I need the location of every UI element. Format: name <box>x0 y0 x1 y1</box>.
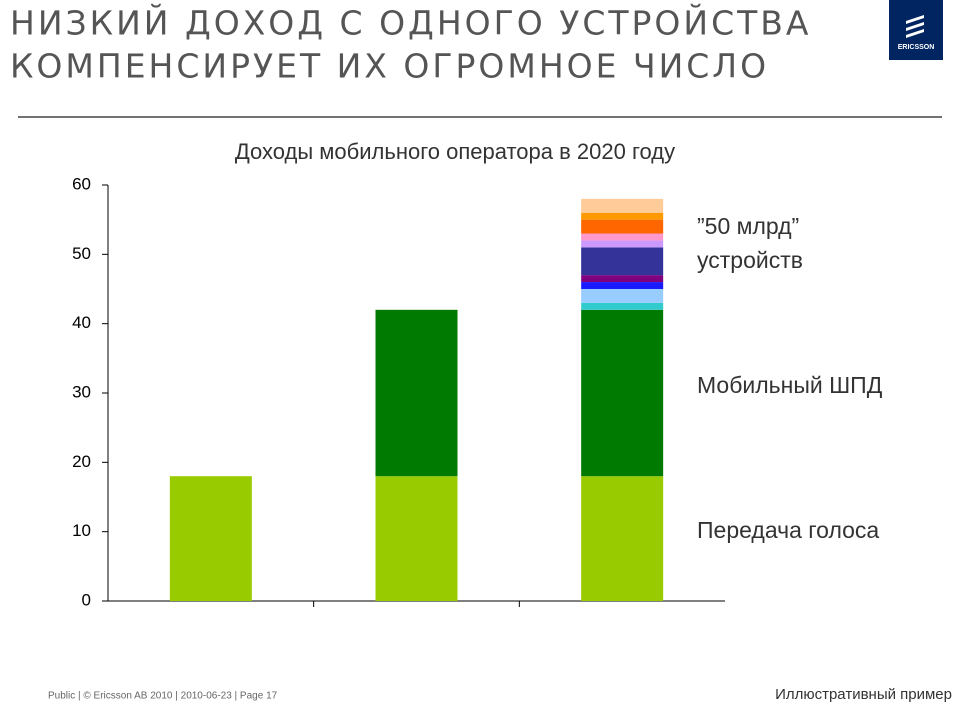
bar-segment <box>375 309 458 477</box>
bar-segment <box>581 309 664 477</box>
bar-segment <box>581 240 664 248</box>
y-tick-label: 10 <box>72 521 91 540</box>
annotation: Передача голоса <box>697 517 879 543</box>
bar-segment <box>581 275 664 283</box>
logo-box <box>889 0 943 60</box>
footer-right: Иллюстративный пример <box>775 686 952 703</box>
bar-segment <box>581 233 664 241</box>
y-tick-label: 60 <box>72 174 91 193</box>
logo-text: ERICSSON <box>898 44 935 51</box>
footer-left: Public | © Ericsson AB 2010 | 2010-06-23… <box>48 691 278 702</box>
annotation: ”50 млрд” <box>697 213 799 239</box>
y-tick-label: 30 <box>72 382 91 401</box>
bar-segment <box>375 476 458 601</box>
y-tick-label: 20 <box>72 452 91 471</box>
slide-title: КОМПЕНСИРУЕТ ИХ ОГРОМНОЕ ЧИСЛО <box>10 47 769 86</box>
bar-segment <box>581 282 664 289</box>
y-tick-label: 0 <box>82 590 91 609</box>
y-tick-label: 50 <box>72 244 91 263</box>
bar-segment <box>581 198 664 213</box>
bar-segment <box>581 476 664 601</box>
chart-title: Доходы мобильного оператора в 2020 году <box>235 139 675 164</box>
y-tick-label: 40 <box>72 313 91 332</box>
bar-segment <box>581 289 664 303</box>
bar-segment <box>169 476 252 601</box>
annotation: устройств <box>697 247 803 273</box>
bar-segment <box>581 219 664 234</box>
bar-segment <box>581 247 664 276</box>
annotation: Мобильный ШПД <box>697 372 883 398</box>
logo-mark <box>906 15 924 38</box>
bar-segment <box>581 302 664 310</box>
slide-title: НИЗКИЙ ДОХОД С ОДНОГО УСТРОЙСТВА <box>10 3 812 43</box>
bar-segment <box>581 212 664 220</box>
